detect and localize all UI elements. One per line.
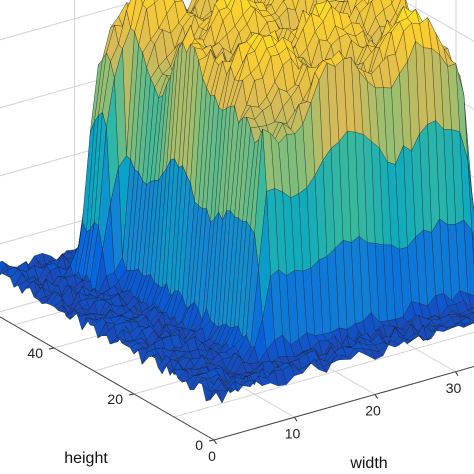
width-tick-mark bbox=[294, 416, 298, 422]
surface-cell bbox=[209, 388, 223, 404]
height-tick-mark bbox=[128, 393, 135, 396]
width-tick-label: 20 bbox=[365, 403, 381, 419]
width-axis-label: width bbox=[349, 455, 387, 472]
width-tick-label: 0 bbox=[208, 448, 216, 464]
grid-line bbox=[173, 331, 474, 418]
width-tick-mark bbox=[455, 371, 459, 377]
surface-cell bbox=[224, 0, 232, 8]
height-axis-line bbox=[0, 316, 215, 441]
grid-line bbox=[0, 0, 143, 41]
surface-cell bbox=[141, 0, 145, 6]
width-tick-label: 10 bbox=[285, 425, 301, 441]
grid-line bbox=[401, 0, 474, 42]
height-axis-ticks: 0 20 40 bbox=[27, 345, 215, 453]
height-tick-label: 0 bbox=[195, 437, 203, 453]
surface-mesh bbox=[0, 0, 474, 404]
height-tick-label: 20 bbox=[107, 391, 123, 407]
width-tick-mark bbox=[213, 439, 217, 445]
surface-cell bbox=[77, 314, 91, 331]
height-tick-mark bbox=[48, 347, 55, 350]
height-tick-mark bbox=[208, 439, 215, 442]
width-tick-label: 30 bbox=[446, 380, 462, 396]
height-axis-label: height bbox=[64, 450, 108, 467]
width-tick-mark bbox=[374, 394, 378, 399]
surface-cell bbox=[256, 0, 263, 4]
height-tick-label: 40 bbox=[27, 345, 43, 361]
width-axis-ticks: 0 10 20 30 bbox=[208, 371, 462, 464]
